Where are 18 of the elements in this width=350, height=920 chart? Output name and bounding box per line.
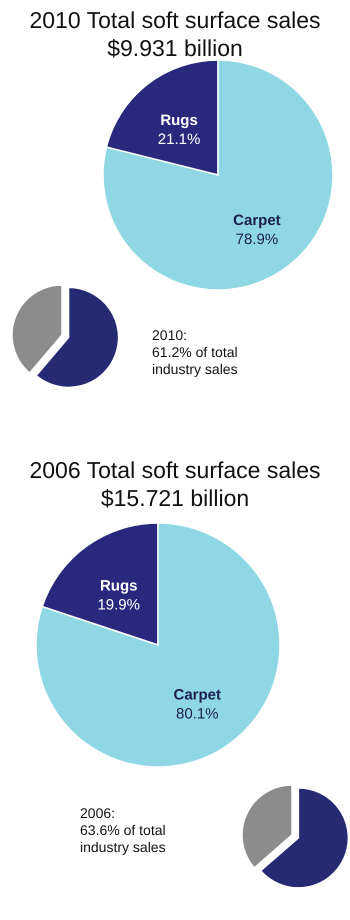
chart-title: 2010 Total soft surface sales (29, 7, 321, 33)
chart-subtitle: $9.931 billion (107, 35, 243, 61)
text: 2006: (80, 805, 116, 821)
data-label: 80.1% (176, 705, 219, 722)
chart-subtitle: $15.721 billion (100, 485, 250, 511)
slice-label: Carpet (174, 686, 222, 704)
slice-label: Rugs (100, 578, 138, 595)
text: 63.6% of total industry sales (80, 822, 166, 855)
pie-slice (35, 522, 281, 768)
chart-title: 2006 Total soft surface sales (29, 457, 321, 483)
pie-slice (102, 59, 334, 291)
slice-label: Rugs (160, 112, 198, 130)
data-label: 19.9% (97, 596, 140, 614)
text: 61.2% of total industry sales (152, 344, 238, 377)
text: 2010: (152, 327, 188, 343)
slice-label: Carpet (233, 212, 281, 229)
data-label: 78.9% (236, 230, 278, 248)
data-label: 21.1% (158, 131, 200, 148)
